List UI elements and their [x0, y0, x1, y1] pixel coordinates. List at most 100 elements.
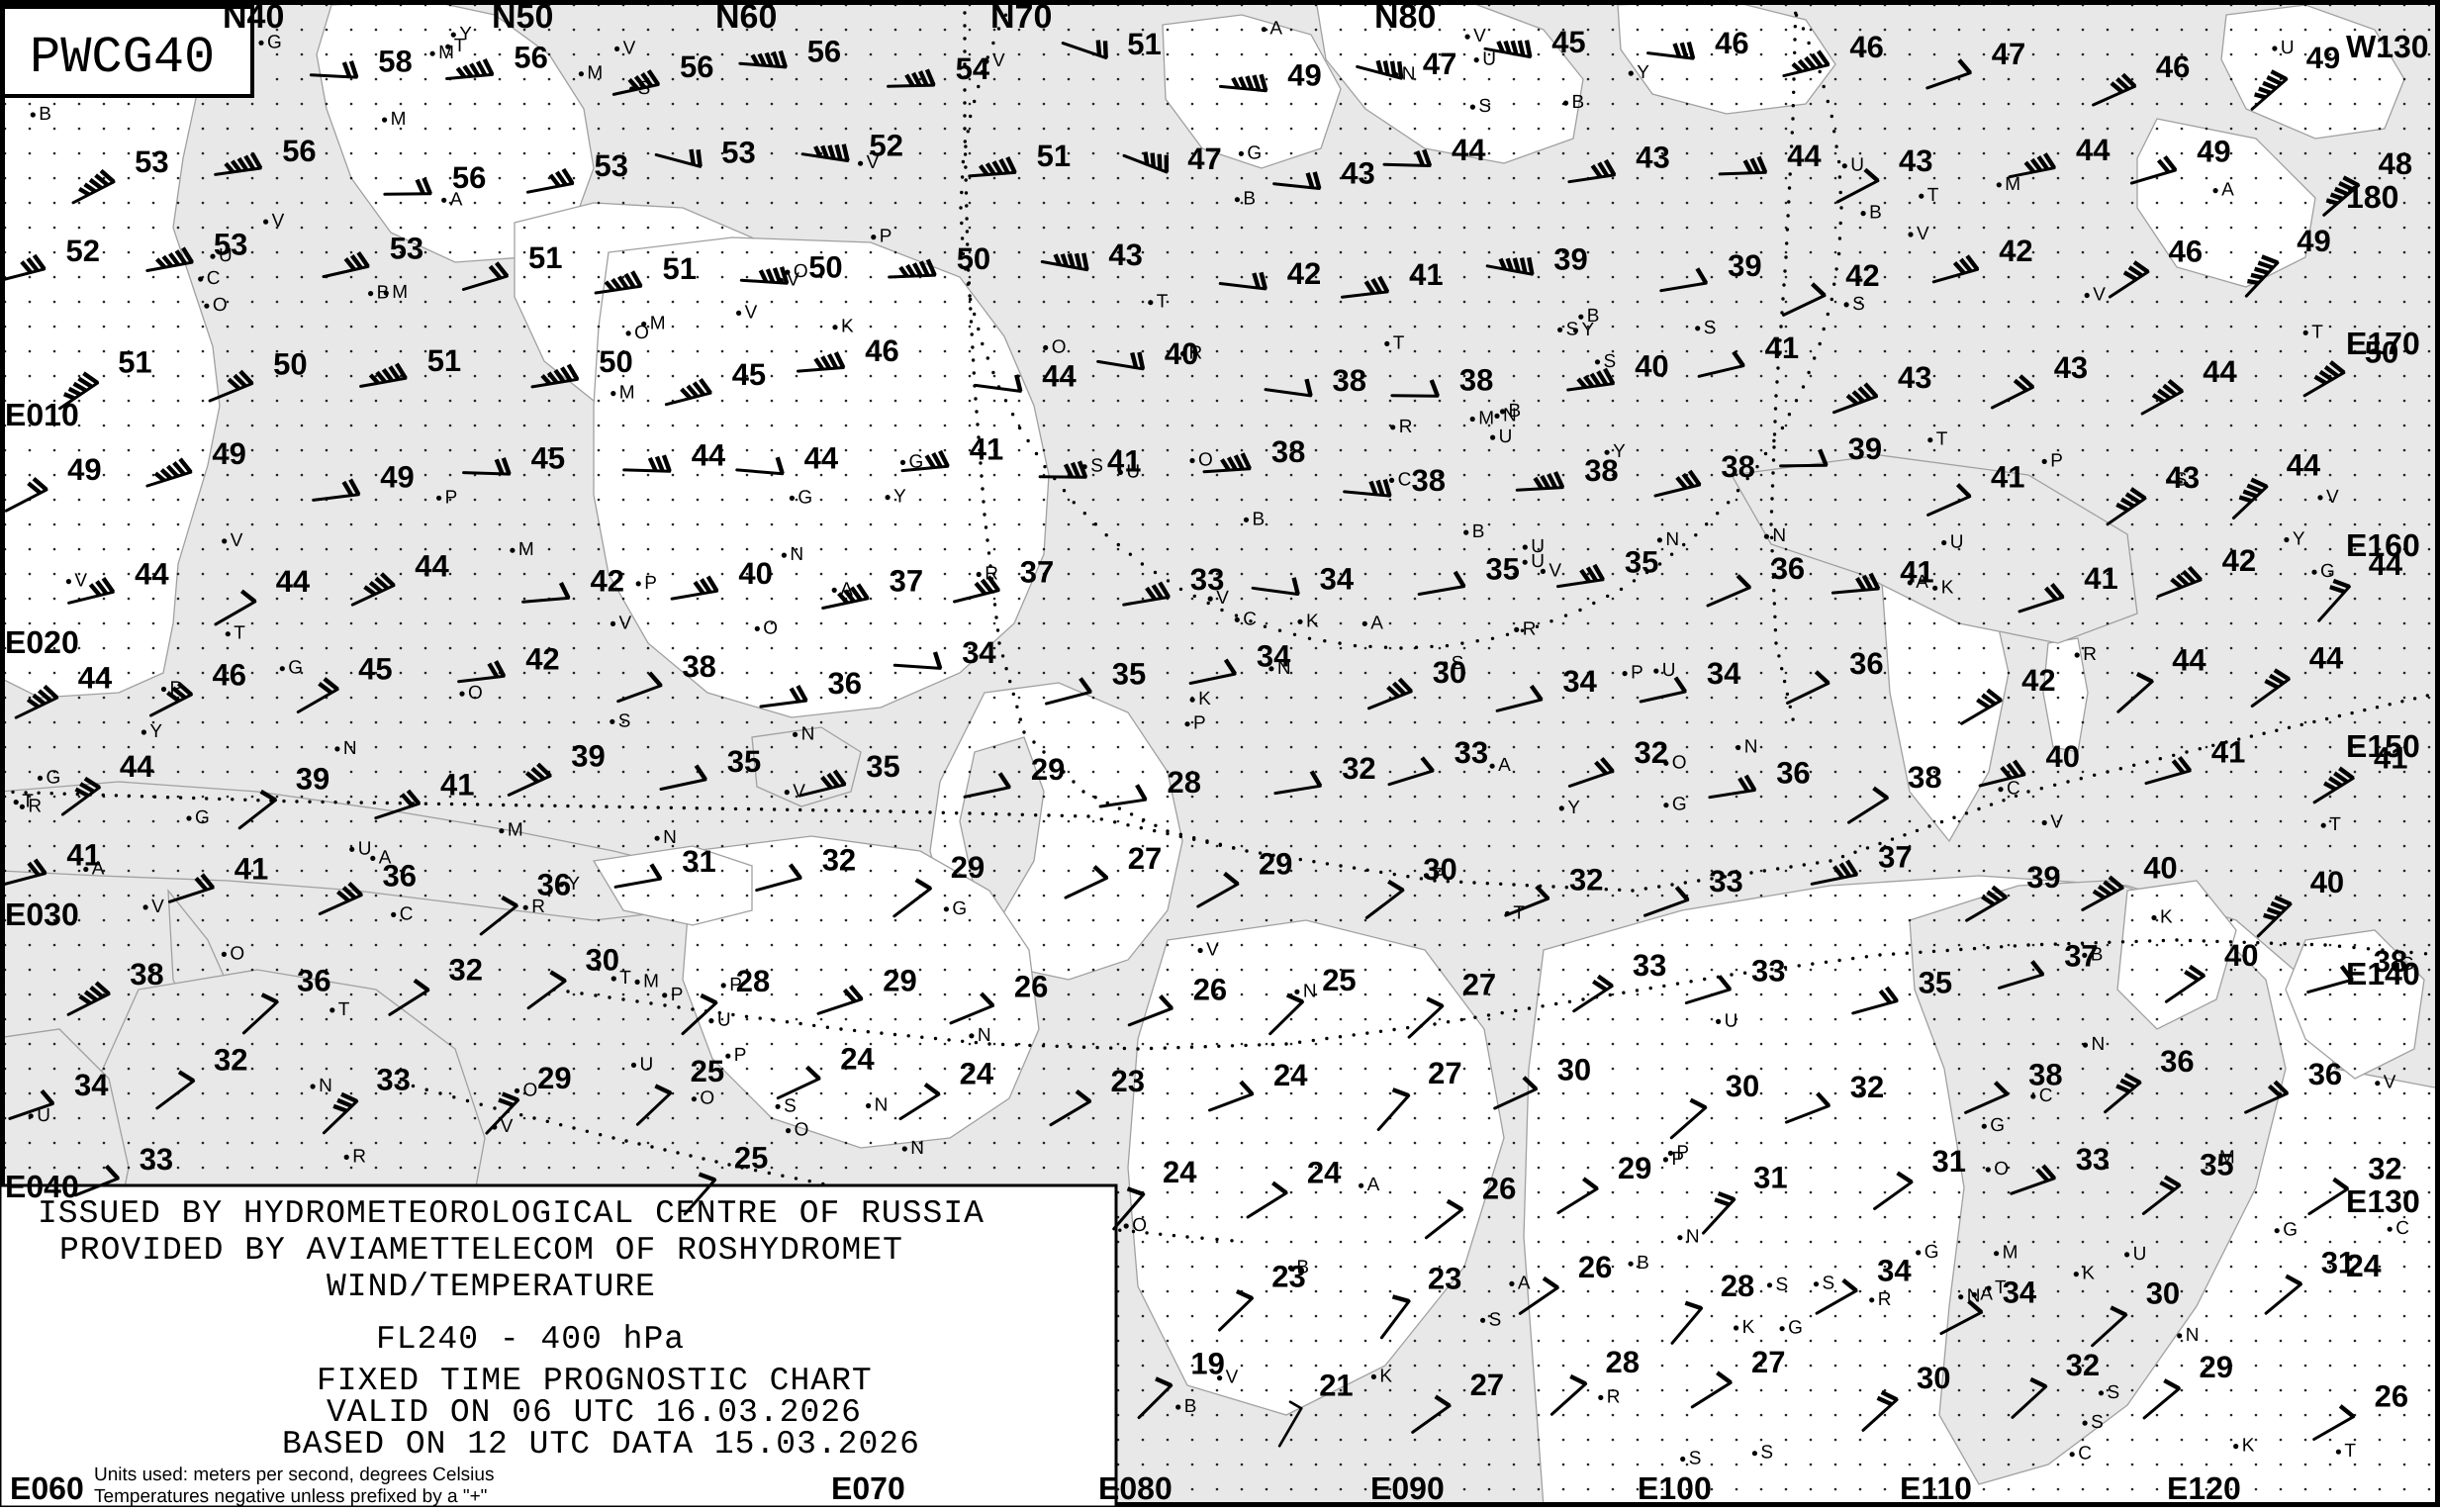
- svg-text:41: 41: [2211, 735, 2245, 770]
- svg-text:31: 31: [1753, 1160, 1787, 1194]
- svg-text:V: V: [501, 1116, 514, 1137]
- svg-text:51: 51: [427, 343, 461, 378]
- svg-text:38: 38: [2374, 944, 2407, 979]
- svg-text:40: 40: [2046, 739, 2080, 774]
- svg-text:34: 34: [962, 635, 996, 670]
- svg-text:B: B: [1243, 189, 1256, 210]
- svg-text:46: 46: [1849, 30, 1883, 64]
- svg-text:E080: E080: [1098, 1470, 1173, 1506]
- svg-text:34: 34: [1562, 664, 1597, 699]
- svg-text:47: 47: [1423, 47, 1456, 81]
- svg-text:S: S: [1776, 1275, 1789, 1295]
- svg-text:G: G: [2283, 1220, 2298, 1241]
- svg-text:35: 35: [1485, 551, 1519, 586]
- svg-text:U: U: [2133, 1244, 2147, 1265]
- svg-text:ISSUED BY HYDROMETEOROLOGICAL: ISSUED BY HYDROMETEOROLOGICAL CENTRE OF …: [38, 1195, 985, 1232]
- svg-text:47: 47: [1992, 37, 2025, 71]
- svg-text:36: 36: [828, 666, 862, 701]
- svg-text:R: R: [1399, 417, 1413, 437]
- svg-text:32: 32: [822, 842, 856, 877]
- svg-text:S: S: [1689, 1449, 1702, 1469]
- svg-text:T: T: [454, 36, 466, 56]
- svg-text:U: U: [1499, 426, 1513, 447]
- svg-text:36: 36: [2308, 1057, 2342, 1091]
- svg-text:41: 41: [1991, 460, 2024, 495]
- svg-text:G: G: [952, 898, 967, 919]
- svg-text:52: 52: [870, 129, 903, 163]
- svg-text:26: 26: [1014, 969, 1048, 1003]
- svg-text:42: 42: [2021, 663, 2055, 698]
- svg-text:42: 42: [1287, 256, 1321, 291]
- svg-text:T: T: [1936, 429, 1948, 450]
- svg-text:O: O: [213, 295, 228, 316]
- svg-text:C: C: [207, 268, 221, 289]
- svg-text:T: T: [234, 623, 245, 644]
- svg-text:35: 35: [866, 749, 899, 784]
- svg-text:P: P: [880, 227, 892, 247]
- svg-text:V: V: [1917, 224, 1929, 244]
- svg-text:44: 44: [120, 749, 154, 784]
- svg-text:O: O: [700, 1088, 714, 1109]
- svg-text:R: R: [1878, 1289, 1892, 1310]
- svg-text:34: 34: [1320, 562, 1355, 597]
- svg-text:S: S: [1852, 294, 1865, 315]
- svg-text:32: 32: [214, 1043, 247, 1078]
- svg-text:38: 38: [1459, 362, 1493, 397]
- svg-text:56: 56: [452, 160, 486, 195]
- svg-text:Y: Y: [1582, 320, 1595, 340]
- svg-text:A: A: [1980, 1284, 1993, 1305]
- svg-text:E130: E130: [2346, 1183, 2420, 1219]
- svg-text:M: M: [650, 314, 666, 334]
- svg-text:24: 24: [1273, 1058, 1308, 1092]
- svg-text:P: P: [671, 985, 684, 1005]
- svg-text:P: P: [1631, 663, 1643, 684]
- svg-text:V: V: [1226, 1368, 1239, 1388]
- svg-text:N: N: [2092, 1034, 2106, 1055]
- svg-text:M: M: [391, 109, 407, 130]
- svg-text:T: T: [1393, 332, 1405, 353]
- svg-text:C: C: [2395, 1218, 2409, 1239]
- svg-text:43: 43: [1108, 237, 1142, 272]
- svg-text:K: K: [1198, 689, 1211, 709]
- svg-text:G: G: [1924, 1242, 1939, 1263]
- svg-text:25: 25: [691, 1054, 724, 1088]
- svg-text:41: 41: [1107, 443, 1141, 478]
- svg-text:M: M: [392, 282, 408, 303]
- svg-text:Units used: meters per second,: Units used: meters per second, degrees C…: [94, 1465, 494, 1485]
- svg-text:B: B: [1253, 509, 1266, 529]
- svg-text:43: 43: [1341, 155, 1374, 190]
- svg-text:43: 43: [2054, 350, 2088, 385]
- svg-text:35: 35: [1919, 966, 1952, 1000]
- svg-text:56: 56: [680, 49, 713, 84]
- svg-text:45: 45: [732, 357, 766, 392]
- svg-text:U: U: [358, 838, 372, 859]
- svg-text:M: M: [508, 820, 523, 841]
- svg-text:R: R: [1607, 1386, 1621, 1407]
- svg-text:N: N: [801, 723, 815, 744]
- svg-text:34: 34: [2003, 1276, 2037, 1310]
- svg-text:K: K: [1742, 1317, 1755, 1338]
- svg-text:27: 27: [1128, 841, 1162, 876]
- svg-text:A: A: [1370, 613, 1383, 633]
- svg-text:28: 28: [1721, 1269, 1754, 1303]
- svg-text:38: 38: [1333, 363, 1366, 398]
- svg-text:G: G: [195, 807, 210, 828]
- svg-text:29: 29: [537, 1061, 571, 1095]
- svg-text:44: 44: [692, 438, 726, 473]
- svg-text:40: 40: [2310, 865, 2344, 899]
- svg-text:56: 56: [514, 41, 547, 75]
- svg-text:U: U: [717, 1010, 731, 1031]
- svg-text:G: G: [1788, 1318, 1803, 1339]
- svg-text:53: 53: [721, 135, 755, 169]
- svg-text:26: 26: [1578, 1250, 1612, 1284]
- svg-text:V: V: [793, 782, 805, 803]
- svg-text:23: 23: [1111, 1064, 1145, 1098]
- svg-text:V: V: [992, 50, 1005, 71]
- svg-text:V: V: [151, 897, 164, 917]
- svg-text:V: V: [2384, 1073, 2396, 1093]
- svg-text:PROVIDED BY AVIAMETTELECOM OF: PROVIDED BY AVIAMETTELECOM OF ROSHYDROME…: [59, 1232, 903, 1269]
- svg-text:24: 24: [1163, 1155, 1197, 1189]
- svg-text:B: B: [1637, 1253, 1649, 1274]
- svg-text:46: 46: [2169, 235, 2203, 269]
- svg-text:44: 44: [1042, 359, 1077, 394]
